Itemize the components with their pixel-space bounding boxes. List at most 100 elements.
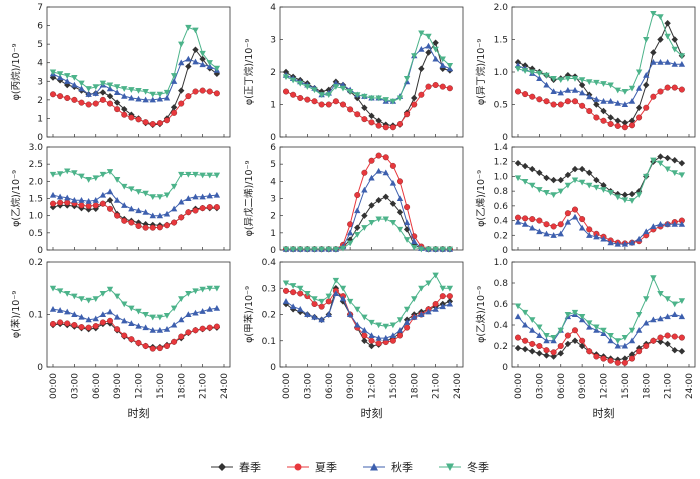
data-point (56, 171, 64, 177)
data-point (128, 114, 135, 121)
data-point (71, 170, 78, 176)
data-point (446, 85, 453, 92)
data-point (163, 222, 170, 229)
data-point (297, 285, 304, 292)
x-tick-label: 18:00 (410, 373, 420, 399)
y-tick-label: 0.2 (494, 231, 508, 241)
data-point (628, 327, 636, 334)
data-point (325, 293, 332, 300)
data-point (579, 337, 586, 344)
data-point (396, 209, 404, 216)
x-tick-label: 24:00 (685, 373, 695, 399)
data-point (614, 342, 621, 349)
data-point (185, 290, 192, 297)
data-point (64, 78, 71, 84)
data-point (678, 86, 685, 93)
data-point (49, 285, 57, 292)
data-point (368, 95, 375, 102)
data-point (192, 88, 199, 95)
data-point (178, 41, 185, 48)
data-point (289, 246, 297, 253)
data-point (185, 329, 192, 336)
data-point (579, 216, 586, 223)
data-point (304, 290, 311, 297)
data-point (121, 217, 128, 224)
data-point (113, 177, 121, 183)
y-axis-label: φ(正丁烷)/10⁻⁹ (243, 39, 255, 105)
data-point (650, 275, 657, 281)
data-point (149, 314, 156, 321)
data-point (432, 46, 439, 53)
data-point (199, 87, 206, 94)
data-point (671, 157, 678, 164)
data-point (375, 340, 382, 347)
data-point (354, 231, 361, 238)
data-point (657, 14, 664, 20)
data-point (557, 230, 564, 237)
data-point (121, 317, 128, 324)
legend-item-summer: 夏季 (287, 459, 337, 475)
y-tick-label: 0.3 (262, 284, 276, 294)
data-point (550, 223, 557, 230)
data-point (113, 89, 121, 95)
data-point (368, 337, 375, 344)
data-point (550, 101, 557, 108)
data-point (71, 96, 78, 103)
data-point (78, 85, 85, 92)
y-tick-label: 0.4 (494, 321, 509, 331)
data-point (586, 232, 593, 238)
data-point (213, 65, 221, 72)
data-point (346, 240, 354, 247)
panel-6: 0 0.2 0.4 0.6 0.8 1.0 1.2 1.4 φ(乙烯)/10⁻⁹ (475, 143, 696, 256)
data-point (671, 170, 678, 176)
data-point (92, 202, 99, 209)
data-point (643, 228, 650, 235)
data-point (64, 94, 71, 101)
y-tick-label: 0.1 (262, 337, 276, 347)
data-point (432, 55, 439, 62)
data-point (543, 81, 550, 88)
y-tick-label: 1.0 (494, 258, 509, 268)
data-point (185, 171, 192, 178)
data-point (397, 120, 404, 127)
data-point (543, 221, 550, 228)
data-point (92, 323, 99, 330)
x-tick-label: 21:00 (664, 373, 674, 399)
data-point (318, 316, 325, 323)
data-point (92, 84, 99, 91)
data-point (425, 49, 432, 56)
data-point (671, 311, 678, 318)
data-point (643, 343, 650, 350)
data-point (657, 59, 664, 65)
x-tick-label: 00:00 (282, 373, 292, 399)
data-point (529, 224, 536, 231)
data-point (621, 335, 629, 341)
data-point (657, 153, 664, 160)
x-axis-title: 时刻 (128, 406, 150, 420)
data-point (206, 172, 213, 179)
y-axis-label: φ(乙烷)/10⁻⁹ (10, 170, 22, 227)
data-point (368, 119, 375, 126)
data-point (521, 345, 529, 353)
data-point (571, 177, 579, 184)
y-tick-label: 2.0 (494, 3, 509, 13)
data-point (664, 332, 671, 339)
data-point (425, 42, 432, 49)
data-point (664, 84, 671, 91)
data-point (156, 212, 164, 219)
data-point (163, 343, 170, 350)
data-point (382, 97, 389, 103)
data-point (185, 209, 192, 216)
data-point (156, 91, 164, 98)
data-point (297, 290, 304, 297)
data-point (536, 324, 543, 331)
data-point (657, 290, 664, 297)
data-point (543, 352, 550, 359)
x-tick-label: 00:00 (514, 373, 524, 399)
x-tick-label: 09:00 (346, 373, 356, 399)
data-point (346, 311, 354, 318)
x-tick-label: 12:00 (368, 373, 378, 399)
data-point (106, 308, 114, 315)
data-point (57, 93, 64, 100)
data-point (85, 324, 92, 331)
